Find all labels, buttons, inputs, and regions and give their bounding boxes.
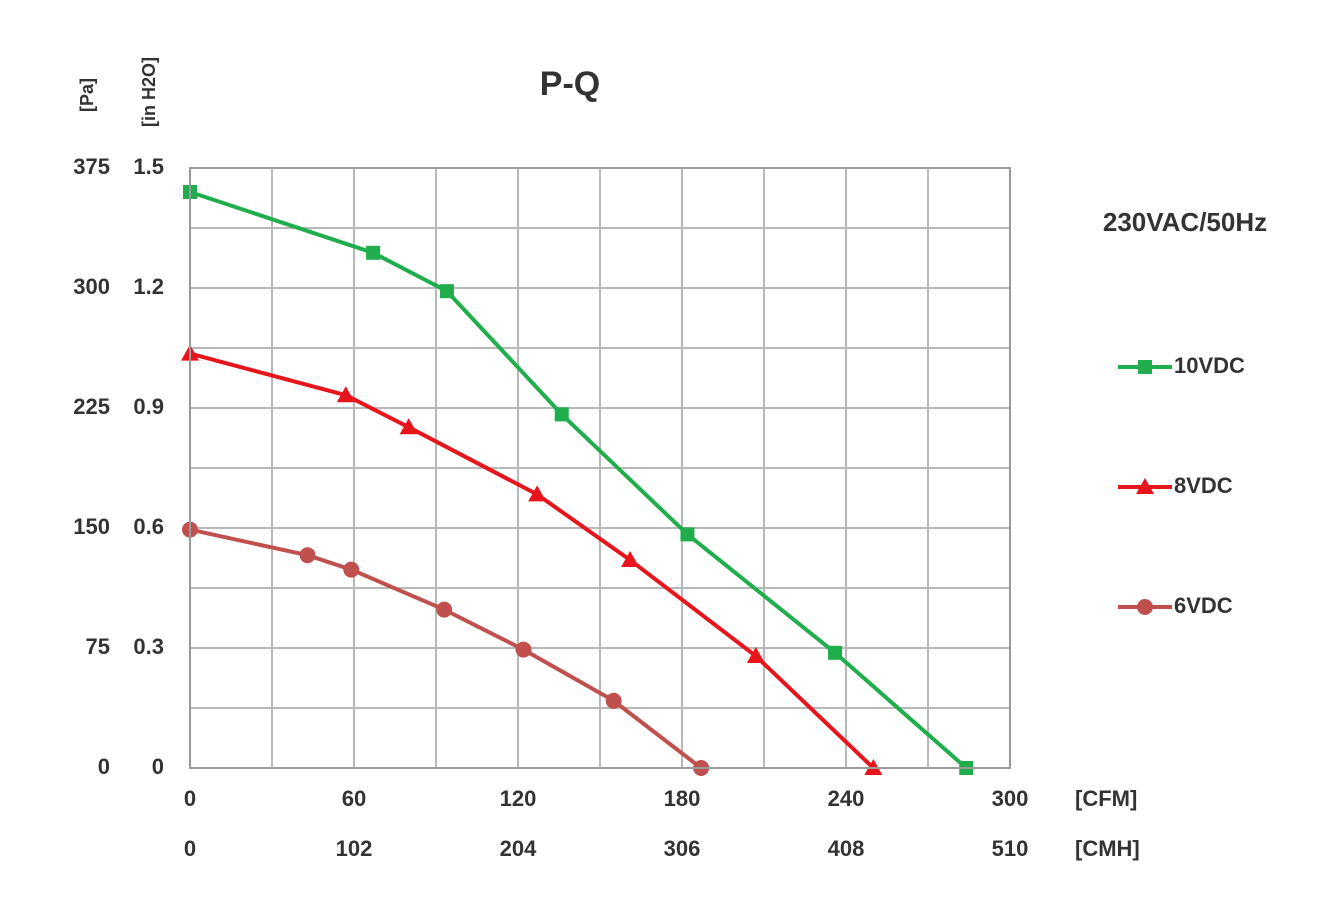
x2-tick-label: 0 bbox=[184, 836, 196, 861]
annotation: 230VAC/50Hz bbox=[1103, 207, 1267, 237]
marker bbox=[746, 647, 765, 663]
legend-label: 10VDC bbox=[1174, 353, 1245, 378]
marker bbox=[299, 547, 316, 564]
marker bbox=[399, 418, 418, 435]
y2-tick-label: 0 bbox=[152, 754, 164, 779]
marker bbox=[680, 527, 695, 542]
x-tick-label: 60 bbox=[342, 786, 366, 811]
marker bbox=[605, 692, 622, 709]
plot-border bbox=[189, 167, 1011, 769]
marker bbox=[366, 245, 381, 260]
x-tick-label: 300 bbox=[992, 786, 1029, 811]
chart-title: P-Q bbox=[540, 65, 600, 103]
marker bbox=[1136, 478, 1154, 494]
y-tick-label: 150 bbox=[73, 514, 110, 539]
marker bbox=[439, 284, 454, 299]
marker bbox=[1137, 599, 1153, 615]
x2-axis-label: [CMH] bbox=[1075, 836, 1140, 861]
legend-label: 6VDC bbox=[1174, 593, 1233, 618]
x2-tick-label: 204 bbox=[500, 836, 537, 861]
y2-tick-label: 0.3 bbox=[133, 634, 164, 659]
legend-label: 8VDC bbox=[1174, 473, 1233, 498]
y2-tick-label: 0.9 bbox=[133, 394, 164, 419]
x-axis-label: [CFM] bbox=[1075, 786, 1137, 811]
marker bbox=[554, 407, 569, 422]
marker bbox=[528, 485, 547, 502]
x2-tick-label: 306 bbox=[664, 836, 701, 861]
y2-tick-label: 1.5 bbox=[133, 154, 164, 179]
marker bbox=[343, 561, 360, 578]
x2-tick-label: 510 bbox=[992, 836, 1029, 861]
y2-tick-label: 1.2 bbox=[133, 274, 164, 299]
x-tick-label: 0 bbox=[184, 786, 196, 811]
x2-tick-label: 102 bbox=[336, 836, 373, 861]
marker bbox=[828, 645, 843, 660]
marker bbox=[515, 641, 532, 658]
marker bbox=[621, 551, 640, 567]
marker bbox=[436, 601, 453, 618]
x-tick-label: 240 bbox=[828, 786, 865, 811]
y-tick-label: 300 bbox=[73, 274, 110, 299]
y-tick-label: 225 bbox=[73, 394, 110, 419]
x2-tick-label: 408 bbox=[828, 836, 865, 861]
marker bbox=[1138, 360, 1152, 374]
y-tick-label: 375 bbox=[73, 154, 110, 179]
y-tick-label: 75 bbox=[86, 634, 110, 659]
y2-axis-label: [in H2O] bbox=[139, 57, 159, 127]
x-tick-label: 180 bbox=[664, 786, 701, 811]
y-axis-label: [Pa] bbox=[77, 78, 97, 112]
y-tick-label: 0 bbox=[98, 754, 110, 779]
marker bbox=[336, 386, 355, 403]
x-tick-label: 120 bbox=[500, 786, 537, 811]
y2-tick-label: 0.6 bbox=[133, 514, 164, 539]
